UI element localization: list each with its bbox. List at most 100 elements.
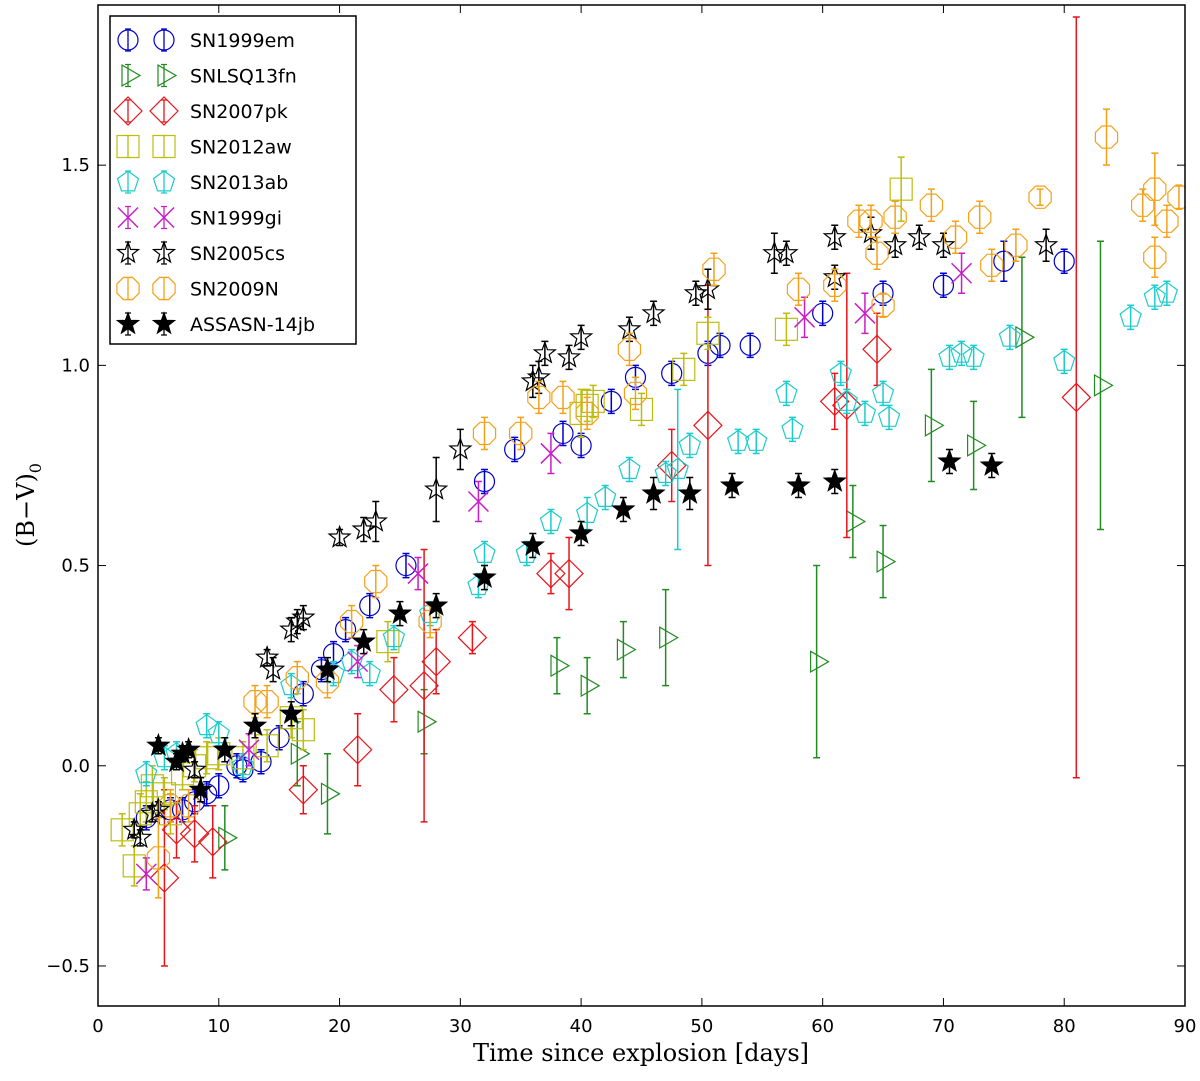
data-point: [659, 626, 679, 650]
data-point: [417, 710, 438, 734]
data-point: [395, 554, 417, 577]
data-point: [1130, 193, 1155, 217]
error-bar: [674, 388, 682, 551]
legend-error-bar: [161, 28, 167, 52]
error-bar: [130, 845, 138, 887]
error-bar: [354, 712, 362, 787]
data-point: [146, 797, 171, 821]
legend-error-bar: [125, 99, 131, 123]
data-point: [641, 300, 666, 324]
legend-marker: [116, 276, 140, 301]
error-bar: [837, 360, 845, 387]
data-point: [719, 472, 745, 496]
data-point: [472, 421, 497, 446]
data-point: [467, 490, 489, 513]
legend-marker: [153, 206, 175, 229]
data-point: [702, 257, 726, 281]
data-point: [568, 520, 594, 544]
error-bar: [323, 752, 331, 835]
error-bar: [547, 508, 555, 535]
data-point: [218, 826, 238, 850]
error-bar: [915, 224, 923, 250]
error-bar: [559, 420, 567, 447]
error-bar: [1127, 304, 1135, 331]
data-point: [672, 357, 696, 381]
error-bar: [293, 608, 301, 635]
data-point: [938, 345, 961, 367]
legend-marker: [153, 29, 175, 51]
error-bar: [366, 660, 374, 687]
data-point: [418, 609, 442, 634]
error-bar: [716, 332, 724, 359]
error-bar: [668, 428, 676, 503]
data-point: [280, 673, 303, 696]
error-bar: [927, 368, 935, 483]
data-point: [472, 564, 497, 588]
error-bar: [173, 801, 181, 859]
x-tick-label: 20: [328, 1016, 351, 1037]
x-tick-label: 30: [449, 1016, 472, 1037]
data-point: [575, 501, 599, 524]
data-point: [998, 325, 1022, 347]
svg-text:(B−V)0: (B−V)0: [12, 463, 45, 547]
data-point: [347, 651, 369, 673]
data-point: [919, 193, 944, 217]
data-point: [774, 317, 799, 341]
data-point: [979, 452, 1004, 476]
data-point: [539, 509, 563, 532]
data-point: [291, 718, 315, 742]
error-bar: [390, 624, 398, 651]
data-point: [285, 665, 309, 690]
series-SN2012aw: [110, 156, 913, 887]
data-point: [847, 209, 871, 233]
error-bar: [360, 516, 368, 543]
error-bar: [970, 400, 978, 491]
error-bar: [662, 588, 670, 687]
error-bar: [1163, 280, 1171, 307]
error-bar: [1060, 348, 1068, 375]
data-point: [822, 224, 847, 248]
data-point: [1028, 185, 1052, 209]
error-bar: [1151, 284, 1159, 311]
legend-label: SN2013ab: [190, 172, 288, 194]
error-bar: [1006, 324, 1014, 351]
error-bar: [154, 817, 162, 899]
y-axis-label: (B−V)0: [12, 463, 45, 547]
error-bar: [734, 428, 742, 455]
data-point: [611, 496, 636, 520]
x-tick-label: 70: [932, 1016, 955, 1037]
data-point: [363, 508, 388, 532]
legend-label: ASSASN-14jb: [190, 314, 315, 336]
legend-label: SN2009N: [190, 279, 279, 301]
y-tick-label: 0.0: [61, 756, 90, 777]
error-bar: [293, 720, 301, 787]
legend-entry: ASSASN-14jb: [115, 311, 315, 336]
data-point: [877, 405, 901, 427]
data-point: [457, 622, 488, 653]
data-point: [146, 846, 171, 870]
data-point: [212, 736, 237, 761]
x-tick-label: 80: [1053, 1016, 1076, 1037]
error-bar: [269, 656, 277, 683]
error-bar: [958, 340, 966, 367]
data-point: [292, 683, 314, 705]
legend-marker: [152, 170, 176, 192]
legend-entry: SN2005cs: [115, 240, 285, 265]
legend-marker: [115, 311, 141, 335]
data-point: [1053, 349, 1076, 371]
x-tick-label: 90: [1174, 1016, 1197, 1037]
legend-marker: [121, 64, 142, 87]
error-bar: [215, 773, 223, 799]
data-point: [327, 524, 352, 548]
data-point: [677, 480, 702, 504]
y-tick-label: 0.5: [61, 556, 90, 577]
data-point: [924, 413, 945, 437]
data-point: [290, 742, 311, 766]
error-bar: [577, 324, 585, 351]
data-point: [261, 656, 286, 681]
data-point: [666, 457, 689, 479]
error-bar: [819, 300, 827, 327]
data-point: [967, 205, 992, 229]
data-point: [1053, 250, 1075, 272]
